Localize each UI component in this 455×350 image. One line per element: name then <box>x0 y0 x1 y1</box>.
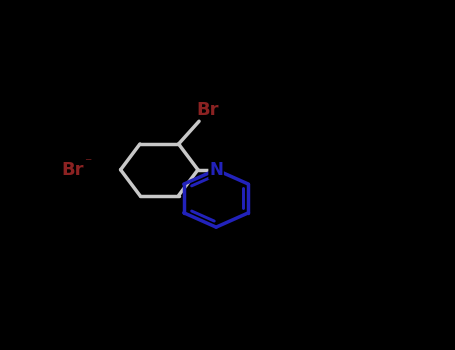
Text: ⁻: ⁻ <box>84 156 91 170</box>
Text: N: N <box>209 161 223 179</box>
Text: Br: Br <box>61 161 84 179</box>
Text: Br: Br <box>197 102 219 119</box>
